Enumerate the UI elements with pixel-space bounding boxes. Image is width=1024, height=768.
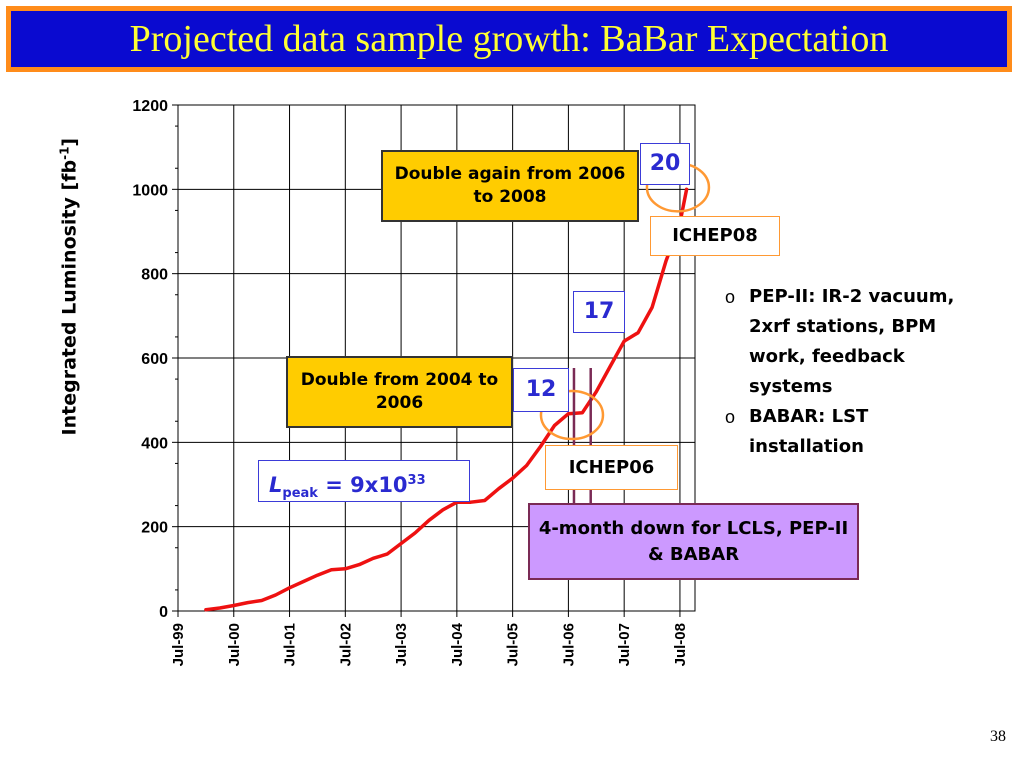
x-tick-label: Jul-06	[560, 623, 577, 666]
y-tick-label: 200	[141, 520, 168, 537]
downtime-callout: 4-month down for LCLS, PEP-II & BABAR	[528, 503, 859, 580]
ichep08-label: ICHEP08	[650, 216, 780, 256]
peak-luminosity-label: Lpeak = 9x1033	[258, 460, 470, 502]
y-axis-title: Integrated Luminosity [fb-1]	[57, 137, 81, 436]
bullet-item: PEP-II: IR-2 vacuum, 2xrf stations, BPM …	[725, 282, 985, 402]
slide-title: Projected data sample growth: BaBar Expe…	[129, 18, 889, 60]
bullet-list: PEP-II: IR-2 vacuum, 2xrf stations, BPM …	[725, 282, 985, 462]
title-bar: Projected data sample growth: BaBar Expe…	[6, 6, 1012, 72]
value-box-12: 12	[513, 368, 569, 412]
y-tick-label: 400	[141, 435, 168, 452]
double-again-callout: Double again from 2006 to 2008	[381, 150, 639, 222]
x-tick-label: Jul-07	[616, 623, 633, 666]
page-number: 38	[990, 728, 1006, 745]
y-tick-label: 800	[141, 267, 168, 284]
x-tick-label: Jul-08	[672, 623, 689, 666]
double-callout: Double from 2004 to 2006	[286, 356, 513, 428]
x-tick-label: Jul-99	[170, 623, 187, 666]
x-tick-label: Jul-02	[337, 623, 354, 666]
y-tick-label: 0	[159, 604, 168, 621]
x-tick-label: Jul-03	[393, 623, 410, 666]
y-tick-label: 1000	[132, 182, 168, 199]
x-tick-label: Jul-05	[505, 623, 522, 666]
highlight-circle-2006	[539, 389, 605, 441]
y-tick-label: 600	[141, 351, 168, 368]
x-tick-label: Jul-00	[226, 623, 243, 666]
bullet-item: BABAR: LST installation	[725, 402, 985, 462]
value-box-20: 20	[640, 143, 690, 185]
ichep06-label: ICHEP06	[545, 445, 678, 490]
luminosity-curve	[204, 187, 689, 612]
y-tick-label: 1200	[132, 98, 168, 115]
x-tick-label: Jul-04	[449, 622, 466, 666]
value-box-17: 17	[573, 291, 625, 333]
x-tick-label: Jul-01	[282, 623, 299, 666]
